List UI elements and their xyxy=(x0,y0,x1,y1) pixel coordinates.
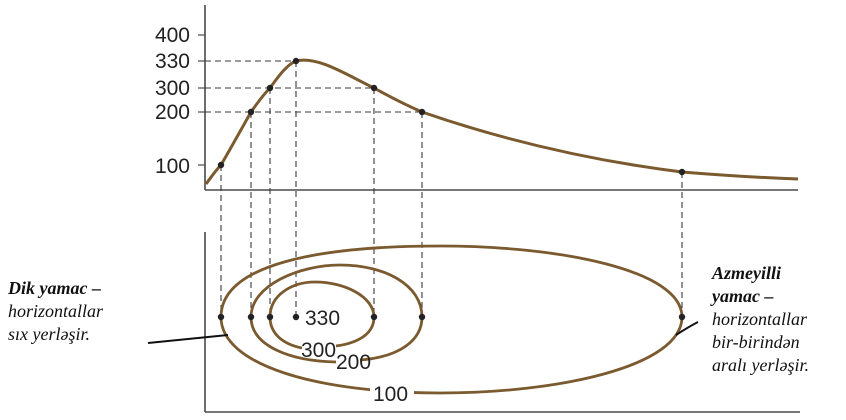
note-steep-slope-dash: – xyxy=(87,278,101,298)
profile-point xyxy=(217,161,225,169)
contour-point xyxy=(678,313,686,321)
note-gentle-slope-title-line2: yamac xyxy=(712,286,760,306)
contour-label-330: 330 xyxy=(305,307,340,330)
profile-point xyxy=(292,57,300,65)
note-gentle-slope-line3: aralı yerləşir. xyxy=(712,355,809,375)
profile-y-tick-labels: 400 330 300 200 100 xyxy=(155,24,190,178)
note-steep-slope-line2: sıx yerləşir. xyxy=(8,324,90,344)
note-gentle-slope-line1: horizontallar xyxy=(712,309,808,329)
y-tick-label-400: 400 xyxy=(155,24,190,47)
note-steep-slope-title: Dik yamac xyxy=(8,278,88,298)
note-gentle-slope-title-line1: Azmeyilli xyxy=(712,263,781,283)
contour-point xyxy=(266,313,274,321)
profile-curve xyxy=(204,58,799,185)
contour-200 xyxy=(249,263,424,364)
profile-point xyxy=(678,168,686,176)
profile-point xyxy=(418,108,426,116)
leader-steep-slope xyxy=(147,334,229,344)
contour-point xyxy=(247,313,255,321)
contour-label-100-mask xyxy=(370,384,414,402)
profile-point xyxy=(266,84,274,92)
leader-gentle-slope xyxy=(675,321,699,336)
contour-100 xyxy=(219,244,684,395)
y-tick-label-330: 330 xyxy=(155,50,190,73)
contour-points xyxy=(217,313,686,321)
map-frame xyxy=(204,232,800,413)
contour-label-300: 300 xyxy=(301,339,336,362)
contour-point xyxy=(418,313,426,321)
contour-point xyxy=(217,313,225,321)
profile-points xyxy=(217,57,686,176)
note-gentle-slope-dash: – xyxy=(759,286,774,306)
contour-point xyxy=(292,313,300,321)
contour-labels: 330 300 200 100 xyxy=(301,307,414,406)
vertical-projections xyxy=(220,61,683,317)
note-gentle-slope-line2: bir-birindən xyxy=(712,332,800,352)
contour-label-200: 200 xyxy=(336,351,371,374)
contour-lines xyxy=(219,244,684,395)
profile-axes xyxy=(198,5,798,191)
note-steep-slope-line1: horizontallar xyxy=(8,301,104,321)
y-tick-label-200: 200 xyxy=(155,101,190,124)
note-gentle-slope: Azmeyilli yamac – horizontallar bir-biri… xyxy=(712,262,844,377)
profile-point xyxy=(247,108,255,116)
horizontal-guides xyxy=(205,60,422,113)
y-tick-label-300: 300 xyxy=(155,77,190,100)
profile-point xyxy=(370,84,378,92)
note-steep-slope: Dik yamac – horizontallar sıx yerləşir. xyxy=(8,277,148,346)
contour-label-100: 100 xyxy=(373,383,408,406)
contour-point xyxy=(370,313,378,321)
contour-300 xyxy=(268,280,376,350)
y-tick-label-100: 100 xyxy=(155,155,190,178)
